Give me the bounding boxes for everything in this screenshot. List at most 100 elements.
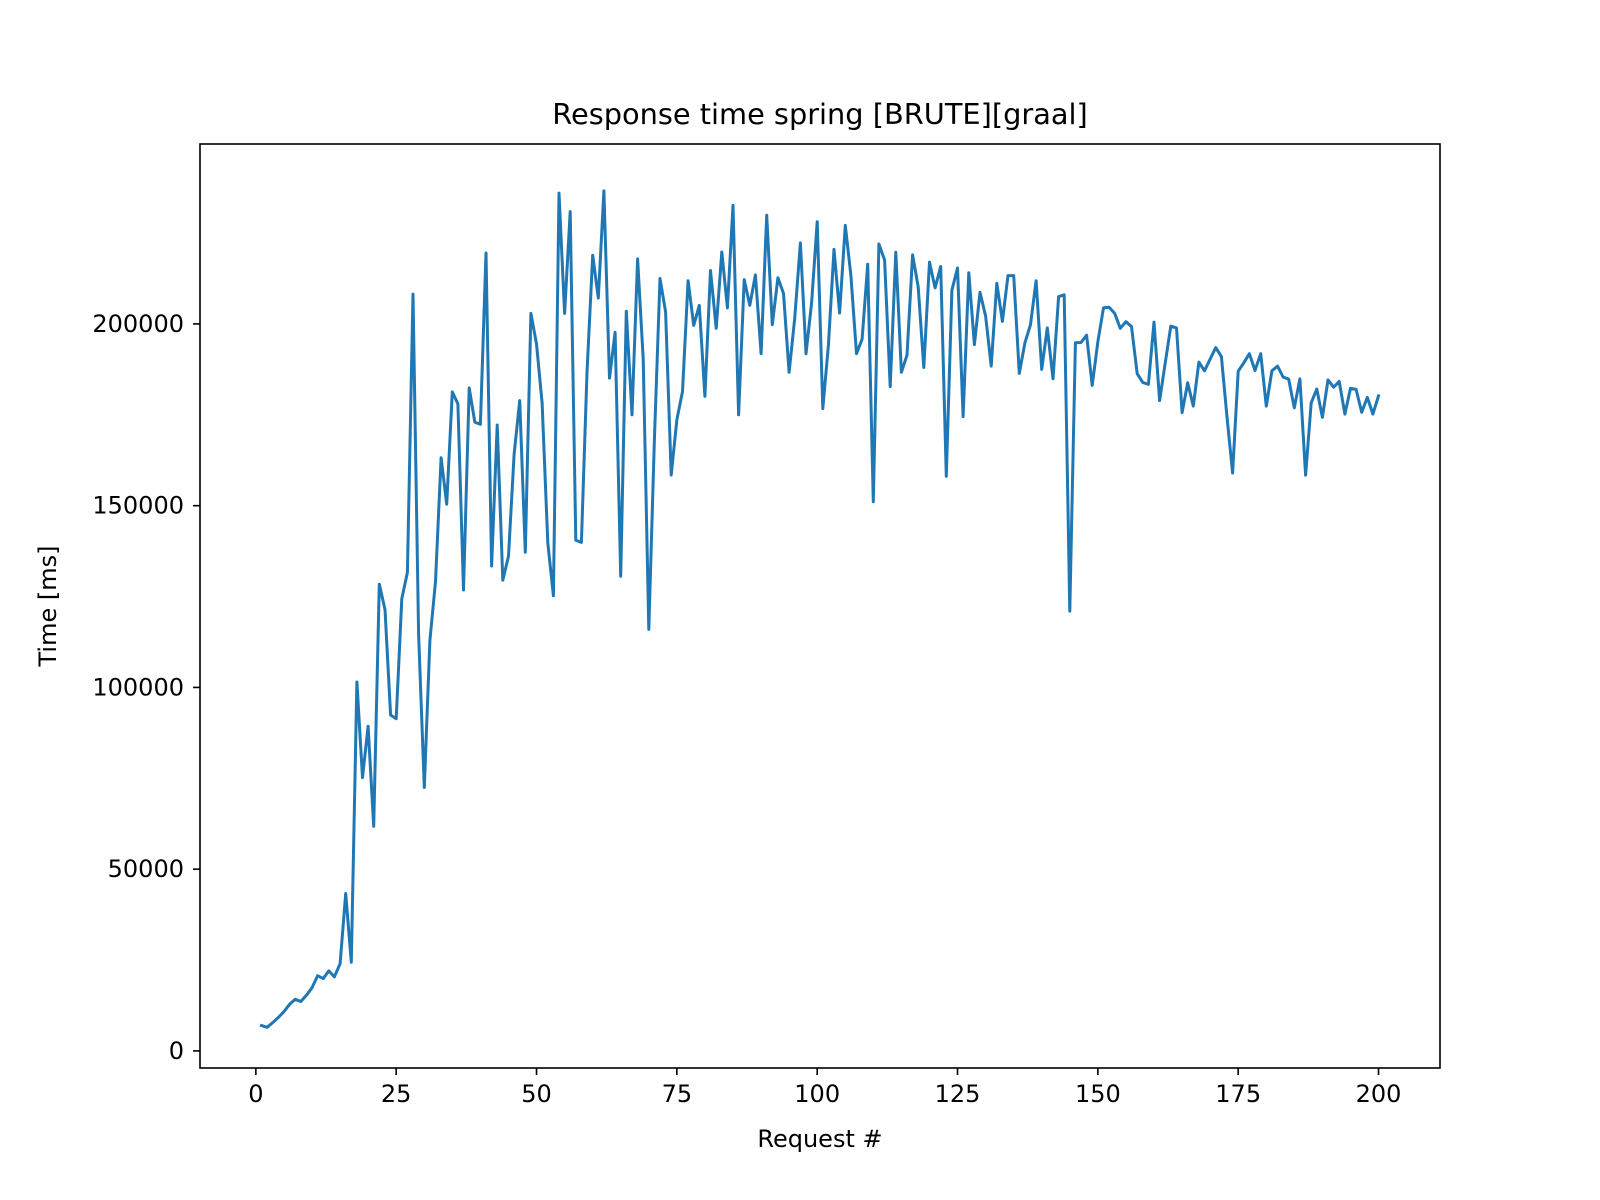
data-point [1057, 295, 1060, 298]
data-point [372, 825, 375, 828]
data-point [518, 399, 521, 402]
data-point [1063, 293, 1066, 296]
data-point [1068, 609, 1072, 613]
data-point [1147, 383, 1150, 386]
data-point [546, 541, 549, 544]
chart-title: Response time spring [BRUTE][graal] [552, 97, 1087, 131]
data-point [1152, 320, 1156, 324]
data-point [619, 575, 622, 578]
data-point [439, 456, 443, 459]
data-point [1281, 375, 1285, 379]
data-point [417, 633, 420, 636]
data-point [1136, 372, 1139, 375]
data-point [860, 338, 864, 341]
data-point [675, 418, 679, 421]
data-point [496, 423, 499, 427]
x-tick-label: 175 [1215, 1080, 1261, 1108]
data-point [894, 251, 897, 254]
data-point [737, 413, 740, 416]
data-point [501, 579, 504, 582]
data-point [928, 260, 931, 264]
data-point [552, 594, 555, 597]
data-point [540, 401, 544, 404]
data-point [1197, 360, 1201, 364]
x-tick-label: 0 [248, 1080, 263, 1108]
data-point [512, 453, 516, 456]
data-point [905, 354, 909, 357]
data-point [1124, 320, 1128, 323]
data-point [316, 974, 319, 977]
y-tick-label: 100000 [92, 673, 184, 701]
data-point [1360, 411, 1363, 414]
data-point [765, 214, 768, 217]
data-point [1366, 396, 1369, 399]
x-tick-label: 125 [935, 1080, 981, 1108]
data-point [698, 304, 701, 307]
data-point [395, 717, 398, 720]
data-point [484, 251, 488, 255]
data-point [872, 500, 875, 503]
data-point [1304, 473, 1307, 477]
data-point [361, 776, 364, 779]
data-point [1287, 378, 1290, 381]
data-point [799, 241, 802, 245]
data-point [1023, 341, 1027, 344]
data-point [917, 285, 920, 289]
data-point [1012, 274, 1015, 277]
data-point [771, 323, 774, 326]
data-point [1034, 279, 1038, 282]
data-point [625, 310, 628, 313]
data-point [585, 371, 589, 374]
data-point [1293, 406, 1296, 410]
data-point [1220, 355, 1223, 358]
data-point [1158, 399, 1161, 402]
data-point [366, 725, 370, 728]
data-point [529, 312, 533, 315]
data-point [1349, 387, 1352, 390]
data-points [260, 189, 1380, 1029]
data-point [282, 1010, 286, 1013]
data-point [423, 786, 426, 789]
y-tick-label: 150000 [92, 492, 184, 520]
data-point [995, 282, 998, 285]
data-point [338, 962, 342, 965]
data-point [810, 301, 813, 304]
data-point [1096, 340, 1100, 343]
data-point [782, 292, 785, 295]
data-point [681, 390, 684, 393]
data-point [726, 306, 729, 310]
data-point [305, 994, 308, 997]
data-point [653, 438, 656, 441]
data-point [703, 395, 707, 398]
data-point [400, 597, 403, 600]
data-point [900, 371, 903, 374]
data-point [288, 1003, 291, 1006]
data-point [911, 253, 914, 257]
data-point [1091, 384, 1094, 387]
data-point [310, 986, 314, 989]
data-point [260, 1024, 263, 1027]
data-point [1265, 404, 1268, 408]
data-point [978, 291, 982, 294]
data-point [670, 473, 673, 477]
data-point [535, 342, 538, 346]
data-point [816, 220, 819, 223]
data-point [1298, 377, 1302, 380]
data-point [597, 296, 600, 300]
data-point [731, 204, 735, 207]
data-point [1169, 324, 1173, 328]
data-point [479, 423, 482, 426]
data-point [636, 257, 639, 261]
data-point [344, 892, 347, 895]
data-point [984, 314, 987, 318]
data-point [1079, 341, 1083, 344]
data-point [827, 344, 830, 347]
data-point [1203, 369, 1206, 372]
data-point [1332, 386, 1335, 389]
data-point [383, 608, 387, 611]
data-point [1253, 369, 1257, 372]
data-point [1259, 352, 1262, 355]
data-point [642, 357, 645, 360]
data-point [804, 352, 808, 355]
data-point [327, 969, 330, 973]
